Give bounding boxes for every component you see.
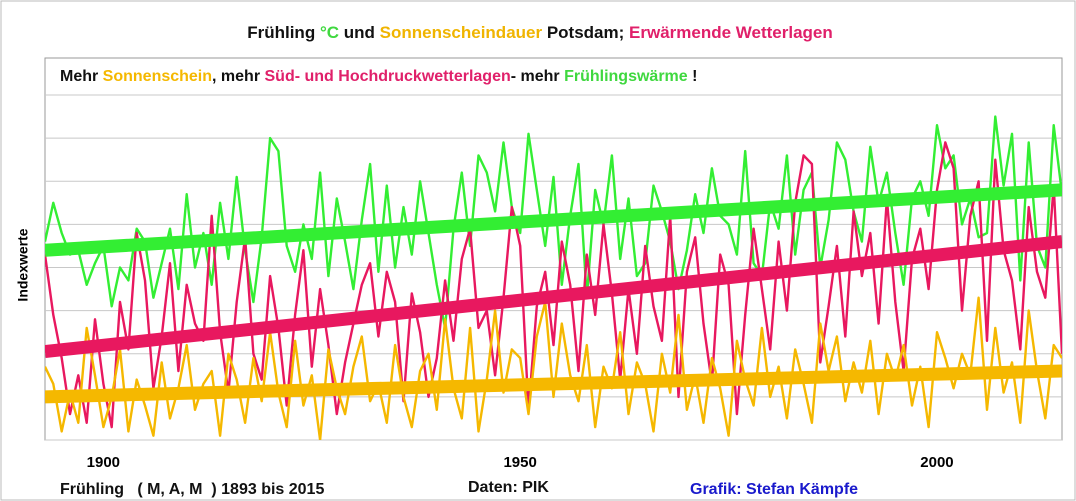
chart-subtitle: Mehr Sonnenschein, mehr Süd- und Hochdru… bbox=[60, 68, 697, 85]
title-part: Frühling bbox=[247, 23, 320, 42]
x-tick-label: 2000 bbox=[920, 454, 953, 471]
trend-line bbox=[45, 183, 1062, 257]
footer-source: Daten: PIK bbox=[468, 479, 549, 496]
subtitle-part: ! bbox=[688, 68, 698, 85]
title-part: und bbox=[339, 23, 380, 42]
x-tick-label: 1900 bbox=[87, 454, 120, 471]
subtitle-part: Süd- und Hochdruckwetterlagen bbox=[265, 68, 511, 85]
title-part: Sonnenscheindauer bbox=[380, 23, 543, 42]
subtitle-part: Sonnenschein bbox=[103, 68, 212, 85]
y-axis-label: Indexwerte bbox=[15, 228, 31, 301]
x-tick-label: 1950 bbox=[503, 454, 536, 471]
subtitle-part: - mehr bbox=[511, 68, 564, 85]
series-line bbox=[45, 141, 1062, 429]
title-part: Erwärmende Wetterlagen bbox=[629, 23, 833, 42]
trend-line bbox=[45, 364, 1062, 404]
subtitle-part: , mehr bbox=[212, 68, 264, 85]
title-part: °C bbox=[320, 23, 339, 42]
chart-title: Frühling °C und Sonnenscheindauer Potsda… bbox=[247, 23, 833, 42]
subtitle-part: Mehr bbox=[60, 68, 103, 85]
trend-line bbox=[45, 235, 1062, 359]
subtitle-part: Frühlingswärme bbox=[564, 68, 688, 85]
footer-period: Frühling ( M, A, M ) 1893 bis 2015 bbox=[60, 481, 324, 498]
footer-credit: Grafik: Stefan Kämpfe bbox=[690, 481, 858, 498]
title-part: Potsdam; bbox=[542, 23, 629, 42]
